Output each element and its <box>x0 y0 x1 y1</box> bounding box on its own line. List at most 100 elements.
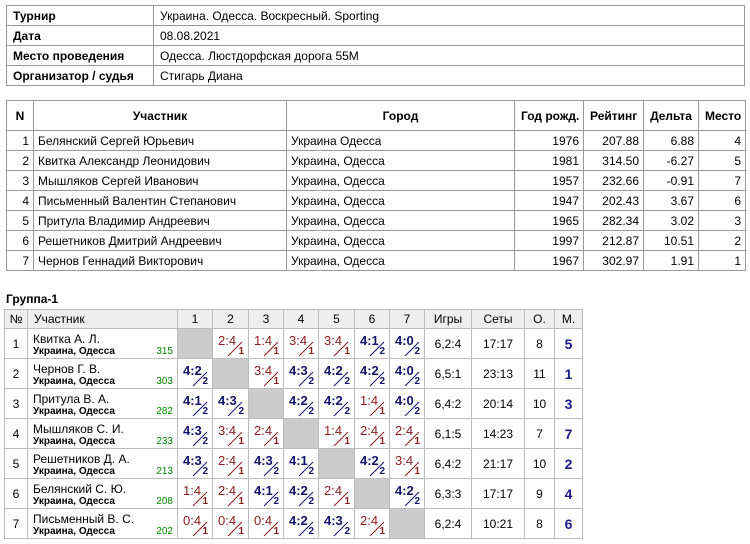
slash <box>263 521 279 537</box>
header-cell: Год рожд. <box>514 100 584 131</box>
participant: Белянский С. Ю. Украина, Одесса 208 <box>29 480 177 508</box>
games: 6,3:3 <box>424 478 472 509</box>
self-cell <box>318 448 355 479</box>
result-cell: 4:2 2 <box>318 388 355 419</box>
cell: -6.27 <box>643 150 699 171</box>
header-cell: Рейтинг <box>583 100 644 131</box>
cell: Белянский Сергей Юрьевич <box>33 130 287 151</box>
result: 1:4 1 <box>179 480 212 508</box>
info-value: Украина. Одесса. Воскресный. Sporting <box>153 5 745 26</box>
points: 11 <box>524 358 555 389</box>
match-points: 2 <box>238 406 244 417</box>
cell: Решетников Дмитрий Андреевич <box>33 230 287 251</box>
cell: 3 <box>698 210 746 231</box>
slash-line <box>192 431 208 447</box>
city: Украина, Одесса <box>33 466 115 477</box>
cell: 6.88 <box>643 130 699 151</box>
cell: 6 <box>698 190 746 211</box>
result: 1:4 1 <box>356 390 389 418</box>
match-points: 1 <box>273 436 279 447</box>
slash <box>333 521 349 537</box>
result: 4:3 2 <box>320 510 354 538</box>
self-cell <box>248 388 284 419</box>
score: 4:1 <box>360 333 379 348</box>
slash <box>298 461 314 477</box>
result: 4:2 2 <box>320 390 354 418</box>
group-row: 6 Белянский С. Ю. Украина, Одесса 208 1:4 1 2:… <box>4 478 583 509</box>
score: 0:4 <box>254 513 273 528</box>
result: 4:1 2 <box>179 390 212 418</box>
match-points: 2 <box>308 376 314 387</box>
name: Белянский С. Ю. <box>33 482 127 496</box>
result: 1:4 1 <box>320 420 354 448</box>
rating: 303 <box>156 376 173 387</box>
slash-line <box>369 371 385 387</box>
participant-cell: Чернов Г. В. Украина, Одесса 303 <box>27 358 178 389</box>
result-cell: 4:3 2 <box>283 358 319 389</box>
slash-line <box>227 341 243 357</box>
result: 4:2 2 <box>356 450 389 478</box>
group-row: 2 Чернов Г. В. Украина, Одесса 303 4:2 2 3:4 1 4… <box>4 358 583 389</box>
match-points: 1 <box>238 436 244 447</box>
cell: Украина, Одесса <box>286 250 515 271</box>
score: 4:2 <box>324 363 343 378</box>
match-points: 2 <box>414 346 420 357</box>
score: 2:4 <box>218 483 237 498</box>
match-points: 1 <box>238 466 244 477</box>
group-row: 7 Письменный В. С. Украина, Одесса 202 0:4 1 0… <box>4 508 583 539</box>
points: 9 <box>524 478 555 509</box>
slash-line <box>369 521 385 537</box>
result: 2:4 1 <box>356 420 389 448</box>
slash <box>227 341 243 357</box>
sets: 23:13 <box>471 358 525 389</box>
slash <box>192 431 208 447</box>
cell: Чернов Геннадий Викторович <box>33 250 287 271</box>
cell: 1981 <box>514 150 584 171</box>
match-points: 1 <box>379 436 385 447</box>
result: 2:4 1 <box>356 510 389 538</box>
rating: 282 <box>156 406 173 417</box>
slash <box>227 431 243 447</box>
participant: Чернов Г. В. Украина, Одесса 303 <box>29 360 177 388</box>
result: 3:4 1 <box>320 330 354 358</box>
result-cell: 4:2 2 <box>318 358 355 389</box>
games: 6,5:1 <box>424 358 472 389</box>
cell: 2 <box>698 230 746 251</box>
score: 4:2 <box>324 393 343 408</box>
match-points: 1 <box>414 436 420 447</box>
cell: 1 <box>6 130 34 151</box>
header-cell: 5 <box>318 309 355 329</box>
self-cell <box>177 328 213 359</box>
result-cell: 4:3 2 <box>177 448 213 479</box>
slash <box>263 491 279 507</box>
slash-line <box>263 341 279 357</box>
sets: 17:17 <box>471 478 525 509</box>
slash <box>404 341 420 357</box>
slash-line <box>369 401 385 417</box>
games: 6,2:4 <box>424 328 472 359</box>
city: Украина, Одесса <box>33 436 115 447</box>
header-row: N Участник Город Год рожд. Рейтинг Дельта Мест… <box>6 100 746 131</box>
result-cell: 4:1 2 <box>177 388 213 419</box>
slash <box>369 521 385 537</box>
name: Мышляков С. И. <box>33 422 124 436</box>
result: 2:4 1 <box>214 480 248 508</box>
city: Украина, Одесса <box>33 376 115 387</box>
match-points: 1 <box>273 346 279 357</box>
row-number: 7 <box>4 508 28 539</box>
cell: Украина, Одесса <box>286 170 515 191</box>
cell: Мышляков Сергей Иванович <box>33 170 287 191</box>
info-table: Турнир Украина. Одесса. Воскресный. Sport… <box>6 5 745 86</box>
result: 3:4 1 <box>285 330 318 358</box>
slash-line <box>369 341 385 357</box>
cell: 314.50 <box>583 150 644 171</box>
cell: -0.91 <box>643 170 699 191</box>
slash <box>404 461 420 477</box>
match-points: 2 <box>308 526 314 537</box>
name: Письменный В. С. <box>33 512 135 526</box>
slash <box>298 521 314 537</box>
slash-line <box>263 371 279 387</box>
slash-line <box>404 371 420 387</box>
match-points: 2 <box>379 466 385 477</box>
score: 4:3 <box>324 513 343 528</box>
